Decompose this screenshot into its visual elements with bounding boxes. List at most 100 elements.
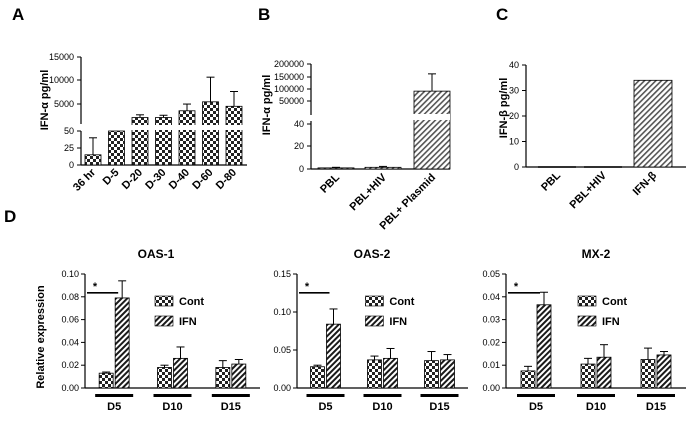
panel-d-legend-swatch-cont xyxy=(154,295,174,307)
panel-letter-d: D xyxy=(4,207,16,226)
panel-c-ytick: 10 xyxy=(509,137,519,147)
panel-d-group-underline xyxy=(637,394,675,397)
panel-a-bar xyxy=(84,154,102,166)
panel-c-bar xyxy=(633,79,673,168)
panel-d-legend-swatch-cont xyxy=(577,295,597,307)
panel-d-ytick: 0.08 xyxy=(61,292,79,302)
panel-d-group-underline xyxy=(577,394,615,397)
panel-d-xtick-label: D15 xyxy=(221,401,241,413)
panel-b-ytick: 0 xyxy=(299,164,304,174)
panel-d-legend-label: IFN xyxy=(179,316,197,328)
panel-d-bar-ifn xyxy=(440,359,455,389)
panel-c-ytick: 0 xyxy=(514,162,519,172)
panel-a-ytick: 5000 xyxy=(54,99,74,109)
panel-d-group-underline xyxy=(363,394,402,397)
panel-b-ytick: 200000 xyxy=(274,59,304,69)
panel-d-ytick: 0.02 xyxy=(61,360,79,370)
panel-d-legend-swatch-ifn xyxy=(365,315,384,327)
panel-b-ytick: 20 xyxy=(294,141,304,151)
panel-d-xtick-label: D10 xyxy=(372,401,392,413)
panel-d-group-underline xyxy=(211,394,250,397)
panel-d-ytick: 0.00 xyxy=(273,383,291,393)
panel-d-bar-ifn xyxy=(536,304,552,389)
panel-a-bar xyxy=(155,117,172,166)
panel-a-bar xyxy=(225,105,243,166)
panel-d-ytick: 0.15 xyxy=(273,269,291,279)
panel-c-ytick: 40 xyxy=(509,60,519,70)
panel-letter-c: C xyxy=(496,5,508,24)
panel-d-significance-star: * xyxy=(305,281,310,293)
panel-a-bar xyxy=(178,110,196,166)
panel-a-xtick-label: D-60 xyxy=(190,167,215,192)
panel-d-subplot-title: OAS-1 xyxy=(138,247,175,261)
panel-d-ytick: 0.01 xyxy=(482,360,500,370)
chart-panel-b: IFN-α pg/ml 200000 150000 100000 50000 4… xyxy=(261,59,451,232)
panel-b-ylabel: IFN-α pg/ml xyxy=(261,75,273,136)
panel-d-legend-label: Cont xyxy=(389,296,414,308)
panel-d-group-underline xyxy=(95,394,134,397)
panel-c-ylabel: IFN-β pg/ml xyxy=(498,78,510,138)
panel-d-bar-ifn xyxy=(326,323,341,389)
panel-a-bar xyxy=(202,101,219,166)
panel-d-xtick-label: D5 xyxy=(529,401,543,413)
panel-b-bar xyxy=(364,166,402,170)
panel-d-legend-swatch-cont xyxy=(365,295,384,307)
panel-c-xtick-label: IFN-β xyxy=(631,169,660,198)
panel-d-xtick-label: D5 xyxy=(318,401,332,413)
panel-a-xtick-label: D-5 xyxy=(101,167,122,188)
panel-d-legend-label: Cont xyxy=(602,296,627,308)
panel-d-ylabel: Relative expression xyxy=(35,285,47,389)
panel-d-bar-ifn xyxy=(173,357,188,389)
panel-b-axis-break xyxy=(312,114,450,120)
panel-d-xtick-label: D15 xyxy=(429,401,449,413)
panel-d-xtick-label: D10 xyxy=(586,401,606,413)
panel-a-ytick: 10000 xyxy=(49,75,74,85)
panel-d-ytick: 0.06 xyxy=(61,315,79,325)
chart-panel-d: Relative expression OAS-1 0.00 0.02 0.04 0.0… xyxy=(35,247,686,413)
panel-d-subplot-title: OAS-2 xyxy=(354,247,391,261)
panel-b-xtick-label: PBL+HIV xyxy=(348,171,390,213)
panel-d-xtick-label: D5 xyxy=(107,401,121,413)
chart-panel-a: IFN-α pg/ml 15000 10000 5000 50 25 0 36 … xyxy=(39,52,247,194)
panel-a-axis-break xyxy=(82,125,247,130)
panel-letter-b: B xyxy=(258,5,270,24)
panel-a-ylabel: IFN-α pg/ml xyxy=(39,70,51,131)
panel-d-legend-label: Cont xyxy=(179,296,204,308)
panel-d-legend-label: IFN xyxy=(389,316,407,328)
panel-d-bar-cont xyxy=(98,372,114,389)
panel-d-ytick: 0.10 xyxy=(61,269,79,279)
panel-d-bar-ifn xyxy=(656,354,672,389)
panel-d-bar-cont xyxy=(157,367,172,389)
panel-d-group-underline xyxy=(153,394,192,397)
panel-b-ytick: 50000 xyxy=(279,96,304,106)
panel-a-ytick: 15000 xyxy=(49,52,74,62)
panel-d-group-underline xyxy=(420,394,459,397)
panel-a-bar xyxy=(131,117,149,166)
panel-a-xtick-label: D-40 xyxy=(167,167,192,192)
panel-d-subplot-title: MX-2 xyxy=(582,247,611,261)
panel-d-bar-cont xyxy=(215,367,231,389)
panel-c-ytick: 30 xyxy=(509,86,519,96)
panel-a-xtick-label: 36 hr xyxy=(71,166,99,194)
panel-d-group-underline xyxy=(517,394,555,397)
panel-d-bar-cont xyxy=(367,359,382,389)
panel-d-significance-star: * xyxy=(514,281,519,293)
panel-d-bar-cont xyxy=(424,360,439,389)
panel-a-xtick-label: D-80 xyxy=(214,167,239,192)
chart-panel-c: IFN-β pg/ml 0 10 20 30 40 PBL PBL+HIV IFN-β xyxy=(498,60,686,211)
panel-a-bar xyxy=(108,130,125,166)
panel-d-bar-cont xyxy=(580,363,596,389)
panel-letter-a: A xyxy=(12,5,24,24)
panel-d-ytick: 0.05 xyxy=(482,269,500,279)
panel-d-ytick: 0.05 xyxy=(273,345,291,355)
panel-a-xtick-label: D-30 xyxy=(143,167,168,192)
panel-a-ytick: 0 xyxy=(69,160,74,170)
panel-d-ytick: 0.03 xyxy=(482,315,500,325)
panel-d-legend-swatch-ifn xyxy=(577,315,597,327)
panel-c-xtick-label: PBL+HIV xyxy=(568,169,610,211)
panel-d-bar-ifn xyxy=(114,297,130,389)
panel-b-xtick-label: PBL xyxy=(318,171,342,195)
panel-d-bar-ifn xyxy=(383,357,398,389)
panel-b-bar xyxy=(413,90,451,170)
